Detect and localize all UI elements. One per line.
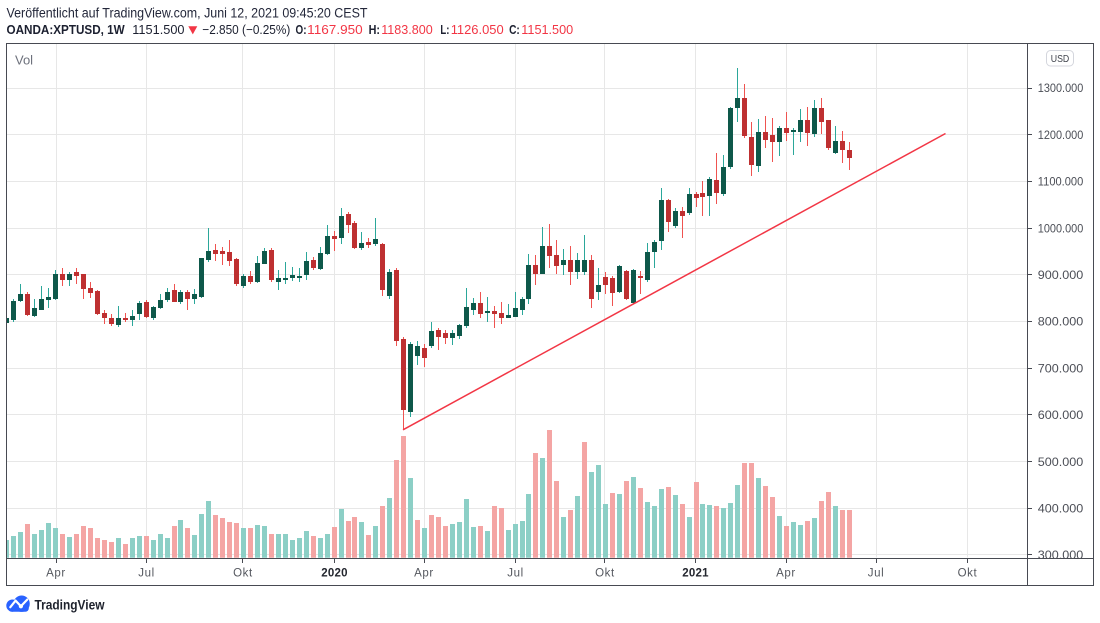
svg-text:H:: H: [369, 22, 380, 37]
svg-text:2021: 2021 [682, 568, 709, 580]
svg-text:1300.000: 1300.000 [1038, 81, 1084, 95]
svg-text:Jul: Jul [138, 568, 155, 580]
svg-text:800.000: 800.000 [1038, 315, 1084, 329]
svg-text:1200.000: 1200.000 [1038, 128, 1084, 142]
svg-text:Okt: Okt [958, 568, 978, 580]
svg-text:C:: C: [509, 22, 520, 37]
svg-text:700.000: 700.000 [1038, 361, 1084, 375]
svg-text:500.000: 500.000 [1038, 455, 1084, 469]
svg-text:Okt: Okt [595, 568, 615, 580]
svg-text:Jul: Jul [868, 568, 885, 580]
svg-text:1183.800: 1183.800 [381, 22, 433, 37]
svg-text:Veröffentlicht auf TradingView: Veröffentlicht auf TradingView.com, Juni… [7, 6, 368, 21]
svg-text:1100.000: 1100.000 [1038, 175, 1084, 189]
svg-text:L:: L: [440, 22, 449, 37]
svg-text:1167.950: 1167.950 [307, 22, 363, 37]
svg-text:TradingView: TradingView [35, 597, 105, 612]
svg-text:1000.000: 1000.000 [1038, 221, 1084, 235]
svg-text:300.000: 300.000 [1038, 548, 1084, 562]
svg-text:Apr: Apr [414, 568, 434, 580]
svg-text:400.000: 400.000 [1038, 502, 1084, 516]
svg-text:O:: O: [296, 22, 307, 37]
svg-text:−2.850 (−0.25%): −2.850 (−0.25%) [202, 22, 290, 37]
svg-text:Vol: Vol [15, 53, 33, 68]
svg-text:2020: 2020 [321, 568, 347, 580]
svg-text:Apr: Apr [46, 568, 66, 580]
svg-text:Apr: Apr [776, 568, 796, 580]
svg-text:USD: USD [1051, 54, 1070, 65]
svg-text:600.000: 600.000 [1038, 408, 1084, 422]
svg-text:900.000: 900.000 [1038, 268, 1084, 282]
svg-text:Jul: Jul [507, 568, 524, 580]
svg-text:1151.500: 1151.500 [132, 22, 184, 37]
svg-text:1126.050: 1126.050 [451, 22, 504, 37]
svg-text:OANDA:XPTUSD, 1W: OANDA:XPTUSD, 1W [7, 22, 126, 37]
svg-text:Okt: Okt [233, 568, 253, 580]
svg-text:1151.500: 1151.500 [521, 22, 573, 37]
